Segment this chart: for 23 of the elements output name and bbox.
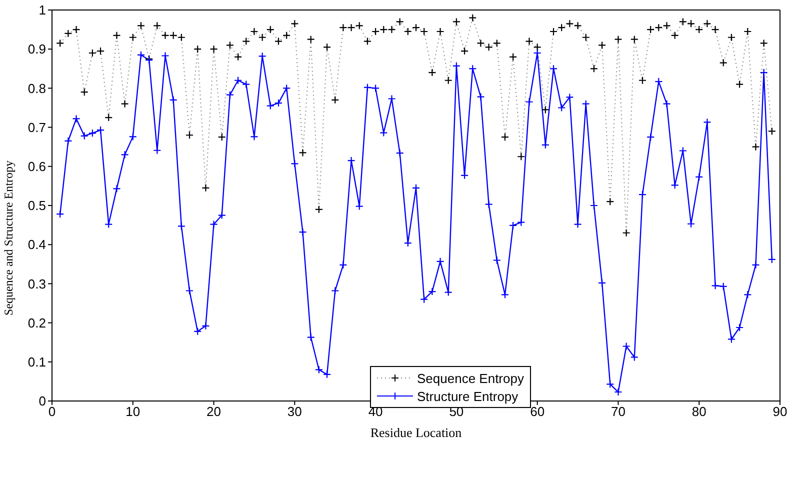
legend-label: Sequence Entropy xyxy=(417,370,524,386)
y-axis-title: Sequence and Structure Entropy xyxy=(1,160,16,316)
y-tick-label: 0.2 xyxy=(28,315,46,330)
y-tick-label: 0 xyxy=(38,394,46,409)
x-tick-label: 20 xyxy=(206,404,222,420)
x-tick-label: 90 xyxy=(772,404,788,420)
y-tick-label: 0.5 xyxy=(28,198,46,214)
x-tick-label: 10 xyxy=(126,404,140,420)
y-tick-label: 0.6 xyxy=(28,159,46,174)
y-tick-label: 0.9 xyxy=(28,42,46,57)
y-tick-label: 1 xyxy=(38,2,46,18)
legend-label: Structure Entropy xyxy=(417,388,518,404)
y-tick-label: 0.8 xyxy=(28,80,46,96)
x-tick-label: 70 xyxy=(610,404,626,420)
y-tick-label: 0.1 xyxy=(28,354,46,370)
y-tick-label: 0.7 xyxy=(28,120,46,135)
y-tick-label: 0.4 xyxy=(28,237,46,252)
x-tick-label: 0 xyxy=(48,404,56,420)
x-tick-label: 60 xyxy=(530,404,545,420)
x-axis-title: Residue Location xyxy=(370,425,462,440)
x-tick-label: 30 xyxy=(287,404,302,420)
y-tick-label: 0.3 xyxy=(28,276,46,292)
x-tick-label: 80 xyxy=(692,404,706,420)
